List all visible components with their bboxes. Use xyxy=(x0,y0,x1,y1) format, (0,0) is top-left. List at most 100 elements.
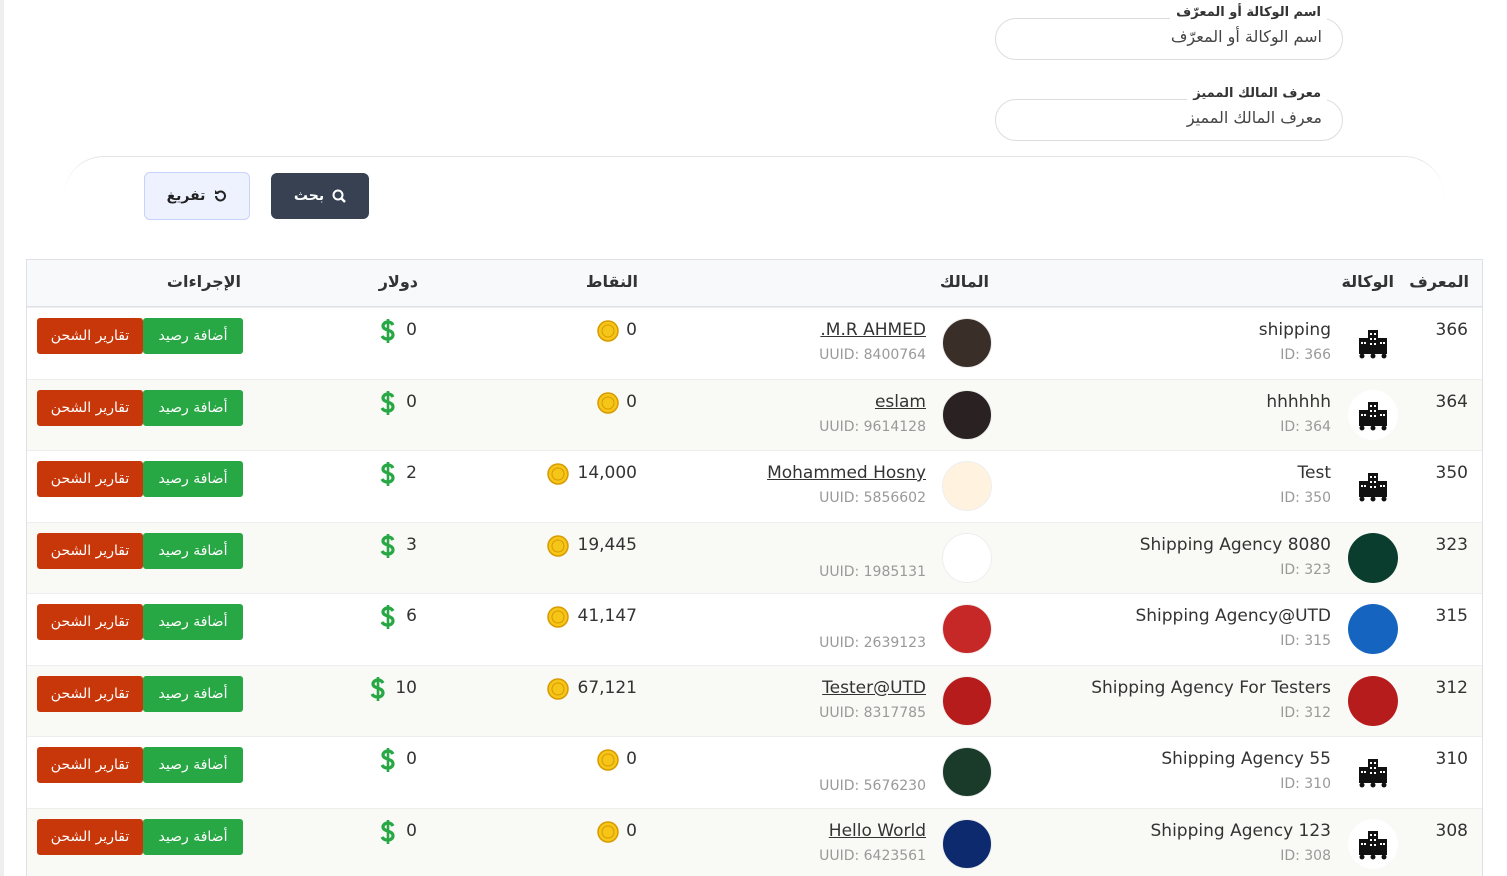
charge-report-button[interactable]: تقارير الشحن xyxy=(37,747,143,783)
charge-report-button[interactable]: تقارير الشحن xyxy=(37,318,143,354)
owner-label: معرف المالك المميز xyxy=(1187,86,1327,101)
search-icon xyxy=(332,189,346,203)
coin-icon xyxy=(597,391,619,414)
add-balance-button[interactable]: أضافة رصيد xyxy=(143,389,243,426)
coin xyxy=(547,677,569,704)
dollar-sign xyxy=(379,748,397,776)
search-button[interactable]: بحث xyxy=(271,173,369,219)
row-border xyxy=(27,307,1482,308)
row-background xyxy=(27,807,1482,876)
coin xyxy=(547,606,569,632)
coin xyxy=(597,749,619,775)
add-balance-button[interactable]: أضافة رصيد xyxy=(143,532,243,569)
agency-name: Test xyxy=(1297,463,1331,483)
add-balance-button[interactable]: أضافة رصيد xyxy=(143,818,243,855)
charge-report-button[interactable]: تقارير الشحن xyxy=(37,461,143,497)
dollar-icon xyxy=(380,819,395,844)
agency-input[interactable]: اسم الوكالة أو المعرّف xyxy=(995,18,1343,60)
owner-avatar xyxy=(942,532,992,583)
charge-report-button[interactable]: تقارير الشحن xyxy=(37,604,143,640)
column-header: الوكالة xyxy=(1341,272,1394,291)
row-id: 315 xyxy=(1435,606,1468,626)
add-balance-button[interactable]: أضافة رصيد xyxy=(143,747,243,783)
add-balance-button[interactable]: أضافة رصيد xyxy=(143,318,243,354)
agency-id: ID: 366 xyxy=(1280,347,1331,363)
row-border xyxy=(27,450,1482,451)
agency-name: Shipping Agency 8080 xyxy=(1139,534,1331,555)
dollar-icon xyxy=(380,533,395,558)
agency-name: Shipping Agency@UTD xyxy=(1135,606,1331,626)
owner-avatar xyxy=(942,747,992,797)
owner-uuid: UUID: 5856602 xyxy=(819,490,926,506)
charge-report-button[interactable]: تقارير الشحن xyxy=(37,389,143,426)
owner-name[interactable]: eslam xyxy=(874,391,926,412)
row-id: 308 xyxy=(1435,820,1468,841)
add-balance-button[interactable]: أضافة رصيد xyxy=(143,604,243,640)
building-icon xyxy=(1359,330,1387,359)
reset-button[interactable]: تفريغ xyxy=(144,172,250,220)
reset-text: تفريغ xyxy=(166,188,206,204)
agency-icon xyxy=(1348,461,1398,511)
row-border xyxy=(27,736,1482,737)
dollar-icon xyxy=(380,605,395,629)
owner-uuid: UUID: 9614128 xyxy=(819,418,926,435)
building-icon xyxy=(1359,830,1387,859)
coin xyxy=(547,463,569,489)
owner-name[interactable]: Tester@UTD xyxy=(822,677,926,698)
agency-icon xyxy=(1348,389,1398,440)
add-balance-button[interactable]: أضافة رصيد xyxy=(143,675,243,712)
add-balance-button[interactable]: أضافة رصيد xyxy=(143,461,243,497)
column-header: المعرف xyxy=(1409,272,1469,291)
row-id: 366 xyxy=(1435,320,1468,340)
owner-input[interactable]: معرف المالك المميز xyxy=(995,99,1343,141)
building-icon xyxy=(1359,401,1387,430)
agency-id: ID: 315 xyxy=(1280,633,1331,649)
points: 67,121 xyxy=(577,677,637,698)
charge-report-button[interactable]: تقارير الشحن xyxy=(37,675,143,712)
building-icon xyxy=(1359,473,1387,502)
dollars: 6 xyxy=(406,606,417,626)
agency-icon xyxy=(1348,604,1398,654)
points: 0 xyxy=(626,320,637,340)
row-id: 364 xyxy=(1435,391,1468,412)
agency-id: ID: 310 xyxy=(1280,776,1331,792)
agency-icon xyxy=(1348,318,1398,368)
coin-icon xyxy=(547,606,569,628)
agency-icon xyxy=(1348,818,1398,869)
agency-id: ID: 364 xyxy=(1280,418,1331,435)
column-header: النقاط xyxy=(585,272,638,291)
table-header xyxy=(27,260,1482,308)
owner-name[interactable]: Mohammed Hosny xyxy=(767,463,926,483)
row-id: 312 xyxy=(1435,677,1468,698)
coin-icon xyxy=(547,677,569,700)
owner-avatar xyxy=(942,318,992,368)
search-text: بحث xyxy=(293,188,325,204)
column-header: الإجراءات xyxy=(166,272,241,291)
row-background xyxy=(27,378,1482,451)
row-border xyxy=(27,593,1482,594)
row-id: 310 xyxy=(1435,749,1468,769)
dollar-sign xyxy=(379,462,397,490)
agency-name: shipping xyxy=(1258,320,1331,340)
charge-report-button[interactable]: تقارير الشحن xyxy=(37,532,143,569)
reset-icon xyxy=(215,190,227,202)
dollars: 0 xyxy=(406,320,417,340)
coin xyxy=(597,820,619,847)
dollar-icon xyxy=(380,390,395,415)
owner-name[interactable]: Hello World xyxy=(828,820,926,841)
owner-avatar xyxy=(942,389,992,440)
points: 41,147 xyxy=(577,606,637,626)
agency-name: Shipping Agency 55 xyxy=(1161,749,1331,769)
dollar-sign xyxy=(379,390,397,419)
dollar-icon xyxy=(370,676,385,701)
agency-icon xyxy=(1348,675,1398,726)
dollars: 0 xyxy=(406,391,417,412)
dollar-sign xyxy=(379,819,397,848)
divider xyxy=(64,156,1444,217)
owner-name[interactable]: M.R AHMED. xyxy=(820,320,926,340)
points: 0 xyxy=(626,749,637,769)
coin xyxy=(547,534,569,561)
owner-uuid: UUID: 1985131 xyxy=(819,563,926,580)
charge-report-button[interactable]: تقارير الشحن xyxy=(37,818,143,855)
